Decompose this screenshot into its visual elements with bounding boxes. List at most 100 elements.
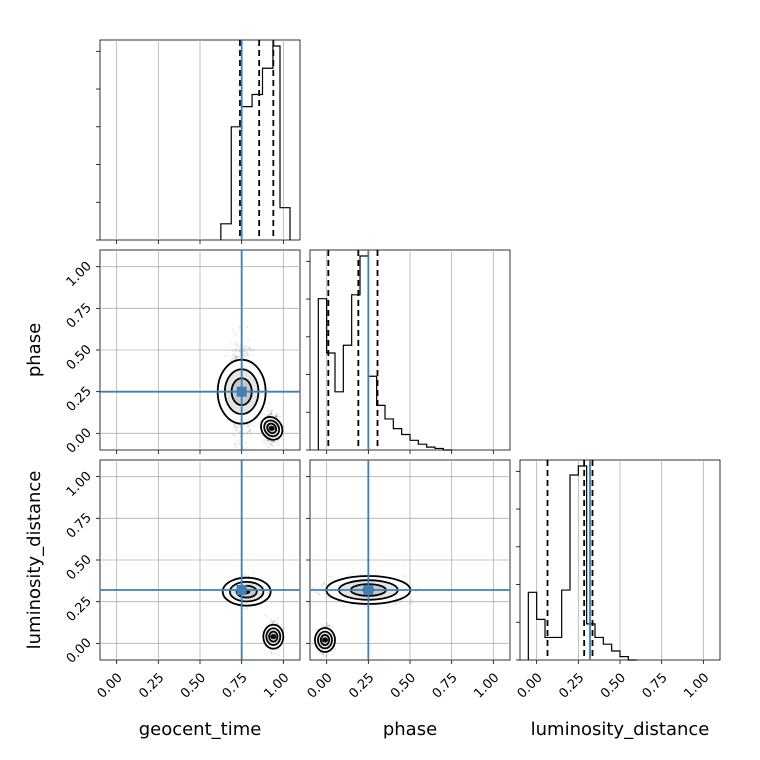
sample-point [269,439,272,442]
sample-point [234,429,237,432]
contour-level [228,580,265,603]
sample-point [322,582,325,585]
sample-point [273,441,276,444]
sample-point [230,358,233,362]
sample-point [276,440,280,443]
x-axis-label: geocent_time [139,719,262,740]
grid-lines [100,460,300,660]
sample-point [267,414,270,417]
sample-point [269,413,272,416]
sample-point [243,347,246,350]
sample-point [243,354,246,357]
sample-point [249,422,252,425]
sample-point [236,344,239,348]
sample-point [268,439,271,442]
sample-point [231,354,234,357]
sample-point [269,651,273,655]
sample-point [245,441,248,444]
sample-point [318,593,321,596]
y-tick-label: 0.00 [64,426,95,457]
sample-point [245,432,249,435]
sample-point [396,602,399,605]
contour-level [260,416,284,441]
x-tick-label: 0.75 [640,670,671,701]
sample-point [270,618,273,621]
sample-point [325,622,329,625]
y-axis-label: phase [24,323,45,377]
sample-point [323,581,326,584]
sample-point [270,413,274,416]
panel-joint-geocent-time-vs-phase: 0.00 0.25 0.50 0.75 1.00 [64,249,301,458]
y-tick-label: 1.00 [64,259,95,290]
sample-point [276,622,279,625]
sample-point [311,586,315,589]
sample-point [266,408,270,411]
sample-point [402,563,405,567]
sample-point [238,424,241,427]
sample-point [273,440,276,443]
sample-point [248,347,251,350]
sample-point [364,604,367,608]
sample-point [238,347,242,350]
sample-point [264,614,267,617]
sample-point [236,343,239,346]
sample-point [343,604,346,608]
sample-point [328,624,331,627]
sample-point [326,625,329,628]
x-tick-label: 0.25 [136,670,167,701]
sample-point [269,413,272,416]
sample-point [232,433,235,437]
sample-point [233,425,236,428]
panel-joint-phase-vs-luminosity-distance: 0.00 0.25 0.50 0.75 1.00 [305,459,511,702]
sample-point [275,414,278,418]
x-tick-label: 1.00 [681,670,712,701]
x-tick-label: 0.75 [430,670,461,701]
sample-point [270,651,274,654]
sample-point [235,426,239,429]
grid-lines [116,40,284,240]
sample-point [271,444,275,447]
sample-point [327,625,331,628]
sample-point [238,349,241,353]
sample-point [275,415,278,418]
sample-point [232,349,235,352]
sample-point [235,425,238,428]
sample-point [266,439,270,442]
sample-point [270,620,273,623]
contour-level [262,623,285,650]
x-tick-label: 1.00 [471,670,502,701]
sample-point [271,620,274,623]
sample-point [274,415,278,418]
sample-point [252,571,255,574]
y-tick-label: 0.25 [64,594,95,625]
y-axis-label: luminosity_distance [24,471,45,650]
sample-point [278,415,282,418]
sample-point [275,415,279,418]
x-tick-label: 0.50 [598,670,629,701]
y-tick-label: 0.25 [64,384,95,415]
sample-point [324,592,327,596]
truth-marker [236,386,247,397]
sample-point [234,355,237,359]
sample-point [325,625,328,628]
sample-point [233,443,236,446]
sample-point [270,443,273,446]
sample-point [234,456,236,458]
contour-level [266,422,278,435]
joint-density [216,326,285,458]
sample-point [238,326,241,329]
histogram-phase [317,255,452,451]
sample-point [249,432,252,435]
sample-point [270,412,273,415]
sample-point [244,350,247,353]
joint-density [311,563,420,658]
sample-point [243,344,246,348]
sample-point [246,351,249,354]
x-tick-label: 0.50 [388,670,419,701]
sample-point [232,358,235,361]
sample-point [248,429,251,432]
truth-marker [236,585,247,595]
sample-point [417,586,420,590]
sample-point [334,647,337,651]
joint-density [221,571,286,657]
